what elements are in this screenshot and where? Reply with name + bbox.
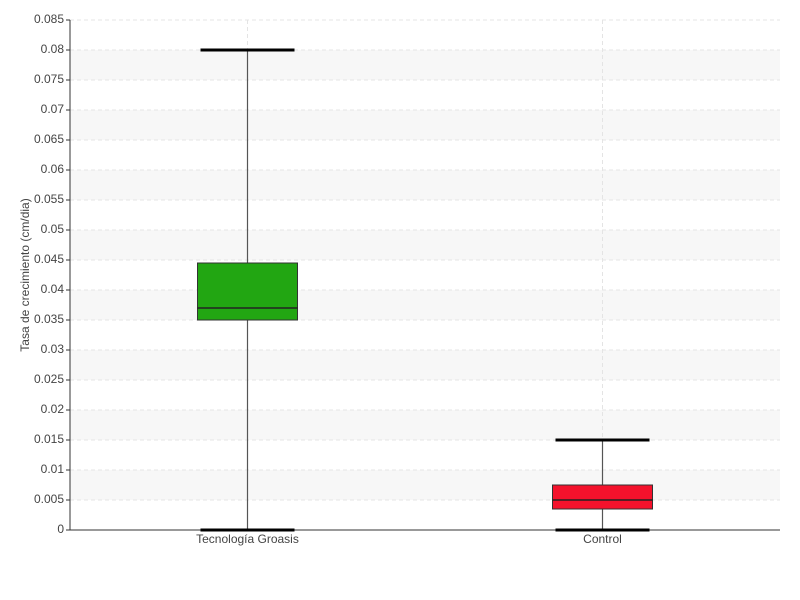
y-axis-label: Tasa de crecimiento (cm/dia)	[18, 198, 32, 351]
y-tick-label: 0.035	[34, 312, 64, 326]
y-tick-label: 0.015	[34, 432, 64, 446]
y-tick-label: 0.085	[34, 12, 64, 26]
y-tick-label: 0.08	[41, 42, 65, 56]
band-stripe	[70, 170, 780, 200]
band-stripe	[70, 350, 780, 380]
x-tick-label: Control	[583, 532, 622, 546]
y-tick-label: 0.005	[34, 492, 64, 506]
box	[552, 484, 653, 510]
y-tick-label: 0.01	[41, 462, 65, 476]
band-stripe	[70, 230, 780, 260]
y-tick-label: 0.055	[34, 192, 64, 206]
y-tick-label: 0.03	[41, 342, 65, 356]
y-tick-label: 0.065	[34, 132, 64, 146]
y-tick-label: 0.05	[41, 222, 65, 236]
y-tick-label: 0.04	[41, 282, 65, 296]
y-tick-label: 0.06	[41, 162, 65, 176]
band-stripe	[70, 290, 780, 320]
band-stripe	[70, 110, 780, 140]
y-tick-label: 0	[57, 522, 64, 536]
x-tick-label: Tecnología Groasis	[196, 532, 299, 546]
box	[197, 262, 298, 321]
y-tick-label: 0.02	[41, 402, 65, 416]
band-stripe	[70, 50, 780, 80]
y-tick-label: 0.025	[34, 372, 64, 386]
band-stripe	[70, 410, 780, 440]
y-tick-label: 0.07	[41, 102, 65, 116]
y-tick-label: 0.075	[34, 72, 64, 86]
y-tick-label: 0.045	[34, 252, 64, 266]
band-stripe	[70, 470, 780, 500]
